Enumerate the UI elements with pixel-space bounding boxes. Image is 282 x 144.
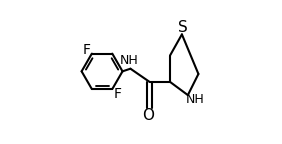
Text: NH: NH: [120, 54, 138, 67]
Text: F: F: [83, 43, 91, 57]
Text: NH: NH: [186, 93, 204, 106]
Text: S: S: [178, 20, 188, 35]
Text: F: F: [114, 87, 122, 101]
Text: O: O: [142, 108, 154, 123]
